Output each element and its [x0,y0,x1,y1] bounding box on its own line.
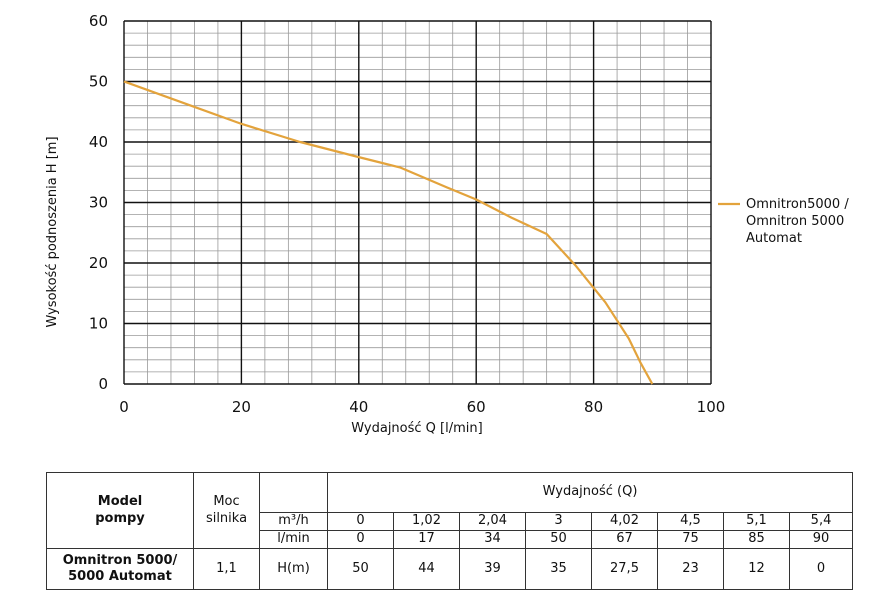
lmin-cell: 50 [525,530,592,549]
legend-label-line3: Automat [746,231,802,246]
model-header-line2: pompy [95,510,145,526]
lmin-cell: 85 [723,530,790,549]
head-cell: 39 [459,548,526,590]
lmin-cell: 67 [591,530,658,549]
head-cell: 0 [788,548,854,590]
y-axis-label: Wysokość podnoszenia H [m] [45,136,60,327]
head-cell: 12 [723,548,790,590]
y-tick-label: 30 [89,194,108,212]
x-tick-label: 0 [119,398,129,416]
model-header: Model pompy [46,472,194,549]
m3h-cell: 5,1 [723,512,790,531]
model-name-line2: 5000 Automat [68,569,172,584]
power-header: Moc silnika [193,472,260,549]
y-tick-label: 40 [89,133,108,151]
head-cell: 27,5 [591,548,658,590]
head-cell: 35 [525,548,592,590]
flow-header: Wydajność (Q) [326,472,854,513]
x-tick-labels: 0 20 40 60 80 100 [119,398,725,416]
y-tick-label: 0 [98,375,108,393]
x-tick-label: 80 [584,398,603,416]
legend-label-line1: Omnitron5000 / [746,197,849,212]
lmin-cell: 0 [327,530,394,549]
lmin-cell: 17 [393,530,460,549]
model-name-line1: Omnitron 5000/ [62,552,178,568]
legend: Omnitron5000 / Omnitron 5000 Automat [718,197,849,246]
head-cell: 50 [327,548,394,590]
model-header-line1: Model [97,494,143,510]
m3h-cell: 2,04 [459,512,526,531]
unit-h: H(m) [259,548,328,590]
y-tick-label: 50 [89,73,108,91]
y-tick-label: 60 [89,12,108,30]
head-cell: 23 [657,548,724,590]
x-axis-label: Wydajność Q [l/min] [351,421,482,436]
chart-grid [123,20,712,385]
unit-blank-cell [259,472,328,513]
head-cell: 44 [393,548,460,590]
power-value: 1,1 [193,548,260,590]
pump-curve-chart: 0 10 20 30 40 50 60 0 20 40 60 80 100 Wydajność Q [… [45,12,849,436]
y-tick-label: 10 [89,315,108,333]
pump-spec-table: Model pompy Moc silnika Wydajność (Q) m³… [46,472,854,590]
power-header-line1: Moc [213,494,240,510]
unit-m3h: m³/h [259,512,328,531]
m3h-cell: 3 [525,512,592,531]
x-tick-label: 20 [232,398,251,416]
model-name-cell: Omnitron 5000/ 5000 Automat [46,548,194,590]
x-tick-label: 100 [697,398,726,416]
legend-label-line2: Omnitron 5000 [746,214,844,229]
y-tick-label: 20 [89,254,108,272]
unit-lmin: l/min [259,530,328,549]
x-tick-label: 60 [467,398,486,416]
lmin-cell: 90 [788,530,854,549]
m3h-cell: 4,02 [591,512,658,531]
m3h-cell: 1,02 [393,512,460,531]
power-header-line2: silnika [205,510,248,526]
m3h-cell: 4,5 [657,512,724,531]
lmin-cell: 34 [459,530,526,549]
series-line-omnitron [123,80,654,385]
lmin-cell: 75 [657,530,724,549]
m3h-cell: 5,4 [788,512,854,531]
y-tick-labels: 0 10 20 30 40 50 60 [89,12,108,393]
x-tick-label: 40 [349,398,368,416]
m3h-cell: 0 [327,512,394,531]
